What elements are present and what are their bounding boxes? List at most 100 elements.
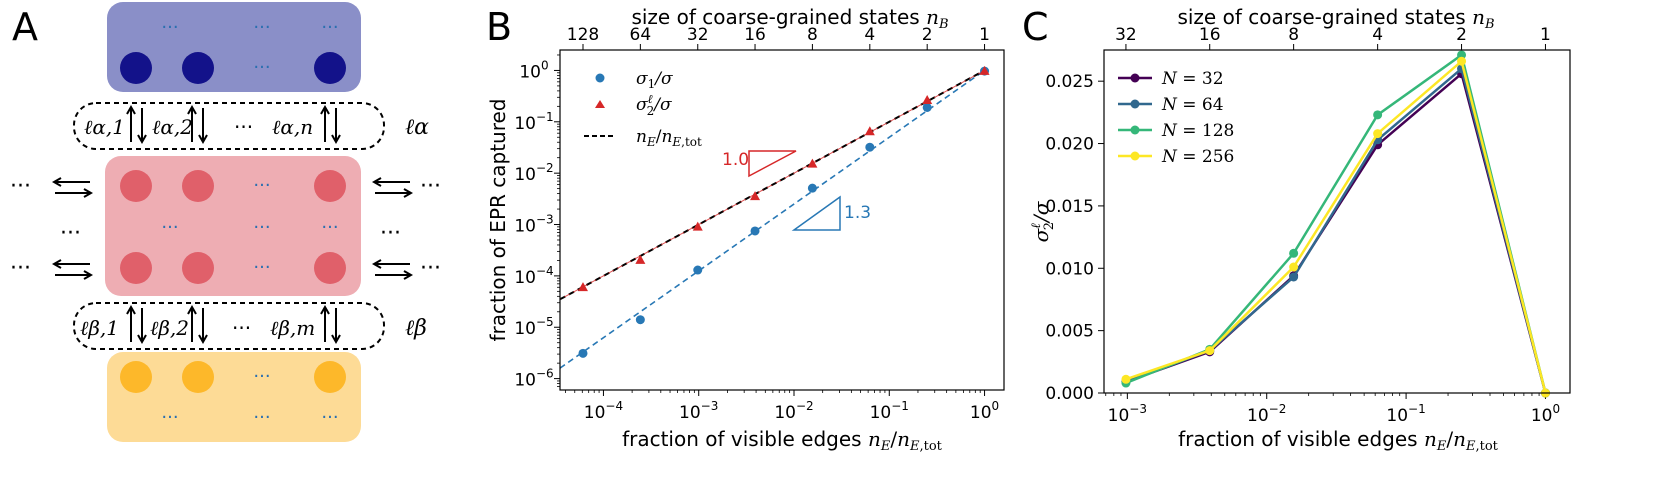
yellow-state-dot — [120, 361, 152, 393]
x-tick-label: 10−3 — [1108, 402, 1147, 426]
top-tick-label: 2 — [922, 25, 933, 45]
left-ellipsis: ··· — [10, 256, 31, 281]
yellow-ellipsis: ··· — [321, 407, 338, 428]
legend-label: N = 32 — [1161, 69, 1224, 89]
y-tick-label: 10−1 — [514, 110, 553, 134]
lower-edge-label-m: ℓβ,m — [270, 316, 315, 340]
series-point — [1121, 374, 1131, 384]
red-fit-line — [559, 69, 985, 300]
legend-label: N = 128 — [1161, 121, 1234, 141]
lower-edge-label-1: ℓβ,1 — [80, 316, 119, 340]
y-tick-label: 0.025 — [1045, 72, 1094, 92]
slope-triangle-blue — [791, 195, 841, 231]
legend-marker — [1130, 99, 1140, 109]
slope-label-blue: 1.3 — [844, 203, 871, 223]
upper-edge-label-1: ℓα,1 — [84, 115, 125, 139]
blue-ellipsis: ··· — [253, 57, 270, 78]
panel-a-label: A — [12, 5, 38, 49]
series-point — [1373, 110, 1383, 120]
s2-point — [807, 158, 818, 168]
s2-point — [864, 126, 875, 136]
left-ellipsis: ··· — [60, 221, 81, 246]
upper-reservoir-label: ℓα — [405, 115, 429, 140]
y-tick-label: 0.010 — [1045, 259, 1094, 279]
series-line — [1125, 66, 1547, 394]
upper-edge-label-n: ℓα,n — [272, 115, 313, 139]
panel-c-lines — [1121, 50, 1550, 398]
legend-label: N = 64 — [1161, 95, 1224, 115]
yellow-ellipsis: ··· — [253, 366, 270, 387]
s1-point — [750, 226, 760, 236]
s1-point — [693, 265, 703, 275]
upper-arrow-pairs — [126, 104, 341, 145]
legend-marker-s1 — [595, 73, 605, 83]
yellow-ellipsis: ··· — [161, 407, 178, 428]
yellow-state-dot — [182, 361, 214, 393]
top-tick-label: 4 — [864, 25, 875, 45]
panel-b-label: B — [486, 5, 512, 49]
s1-point — [578, 348, 588, 358]
panel-c-x-axis-title: fraction of visible edges nE/nE,tot — [1178, 427, 1499, 454]
legend-marker — [1130, 125, 1140, 135]
blue-ellipsis: ··· — [321, 17, 338, 38]
upper-edge-ellipsis: ··· — [234, 115, 253, 139]
x-tick-label: 10−2 — [1247, 402, 1286, 426]
top-tick-label: 16 — [1199, 25, 1221, 45]
lower-reservoir-label: ℓβ — [405, 316, 427, 341]
s1-point — [635, 315, 645, 325]
blue-ellipsis: ··· — [253, 17, 270, 38]
x-tick-label: 100 — [970, 399, 999, 423]
red-ellipsis: ··· — [321, 217, 338, 238]
panel-c-label: C — [1022, 5, 1049, 49]
x-tick-label: 10−2 — [774, 399, 813, 423]
panel-c-top-axis-title: size of coarse-grained states nB — [1177, 5, 1494, 32]
series-line — [1125, 58, 1547, 394]
panel-c: C 10−3 10−2 10−1 100 0.000 0.005 0.010 0.015 0.0… — [1022, 5, 1571, 454]
panel-c-y-axis-title: σℓ2/σ — [1029, 200, 1057, 242]
blue-reservoir-box — [107, 2, 361, 92]
yellow-ellipsis: ··· — [253, 407, 270, 428]
left-ellipsis: ··· — [10, 174, 31, 199]
top-tick-label: 2 — [1456, 25, 1467, 45]
red-state-dot — [182, 252, 214, 284]
s1-point — [922, 102, 932, 112]
legend-marker — [1130, 151, 1140, 161]
panel-b-ticks: 10−4 10−3 10−2 10−1 100 10−6 10−5 10−4 10−3 10−2 1… — [514, 25, 999, 423]
upper-edge-set — [73, 102, 385, 150]
red-ellipsis: ··· — [253, 217, 270, 238]
slope-triangle-red — [748, 150, 797, 178]
x-tick-label: 10−1 — [1386, 402, 1425, 426]
right-ellipsis: ··· — [420, 256, 441, 281]
panel-c-axes-frame — [1103, 49, 1571, 394]
series-point — [1457, 56, 1467, 66]
y-tick-label: 0.020 — [1045, 135, 1094, 155]
red-ellipsis: ··· — [253, 257, 270, 278]
red-state-dot — [314, 252, 346, 284]
panel-b-top-axis-title: size of coarse-grained states nB — [631, 5, 948, 32]
s2-point — [577, 282, 588, 292]
lower-edge-label-2: ℓβ,2 — [150, 316, 189, 340]
s1-point — [865, 142, 875, 152]
s2-point — [750, 191, 761, 201]
side-arrow-pairs — [51, 177, 414, 280]
x-tick-label: 10−1 — [870, 399, 909, 423]
panel-b-x-axis-title: fraction of visible edges nE/nE,tot — [622, 427, 943, 454]
right-ellipsis: ··· — [380, 221, 401, 246]
panel-a: A ··· ··· ··· ··· ℓα,1 ℓα,2 ··· ℓα,n ℓα … — [10, 2, 441, 442]
panel-b-axes-frame — [559, 49, 1005, 391]
top-tick-label: 16 — [744, 25, 766, 45]
series-point — [1289, 262, 1299, 272]
top-tick-label: 8 — [807, 25, 818, 45]
x-tick-label: 10−4 — [584, 399, 623, 423]
top-tick-label: 64 — [630, 25, 652, 45]
legend-marker-s2 — [595, 100, 605, 108]
s2-point — [979, 65, 990, 75]
panel-c-ticks: 10−3 10−2 10−1 100 0.000 0.005 0.010 0.015 0.020… — [1045, 25, 1560, 426]
red-ellipsis: ··· — [253, 175, 270, 196]
y-tick-label: 100 — [519, 58, 548, 82]
top-tick-label: 4 — [1372, 25, 1383, 45]
blue-state-dot — [120, 52, 152, 84]
top-tick-label: 1 — [979, 25, 990, 45]
y-tick-label: 0.015 — [1045, 197, 1094, 217]
s1-point — [807, 183, 817, 193]
